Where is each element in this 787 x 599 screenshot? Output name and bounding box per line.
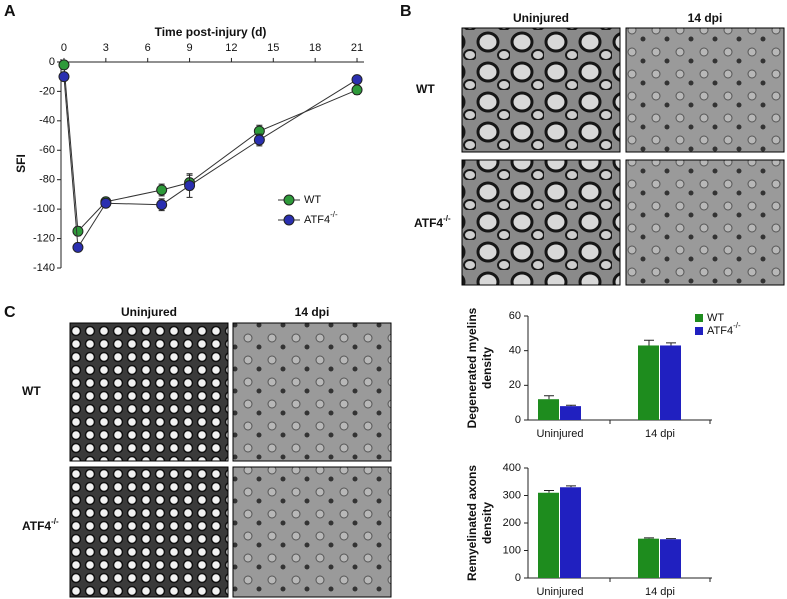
row-label: ATF4-/- bbox=[22, 517, 59, 533]
error-bar bbox=[666, 342, 676, 346]
legend-swatch bbox=[695, 327, 703, 335]
y-tick-label: -80 bbox=[39, 174, 55, 186]
column-label: 14 dpi bbox=[688, 11, 723, 25]
y-tick-label: -120 bbox=[33, 232, 55, 244]
error-bar bbox=[644, 339, 654, 346]
x-tick-label: Uninjured bbox=[536, 428, 583, 440]
x-tick-label: 18 bbox=[309, 42, 321, 54]
point bbox=[58, 59, 70, 71]
x-tick-label: 3 bbox=[103, 42, 109, 54]
y-tick-label: 0 bbox=[515, 414, 521, 426]
bar bbox=[638, 538, 659, 578]
bar bbox=[660, 345, 681, 420]
point bbox=[184, 180, 196, 192]
micrograph bbox=[461, 27, 621, 153]
legend-label: ATF4-/- bbox=[707, 321, 741, 337]
micrograph bbox=[625, 159, 785, 286]
y-tick-label: 100 bbox=[503, 544, 521, 556]
x-axis-title: Time post-injury (d) bbox=[155, 25, 267, 39]
legend-marker bbox=[283, 194, 295, 206]
bar bbox=[638, 345, 659, 420]
y-tick-label: 0 bbox=[515, 572, 521, 584]
row-label: ATF4-/- bbox=[414, 214, 451, 230]
point bbox=[58, 71, 70, 83]
error-bar bbox=[644, 537, 654, 539]
y-axis-title-line: Remyelinated axons bbox=[465, 465, 479, 581]
y-tick-label: 400 bbox=[503, 462, 521, 474]
y-tick-label: 60 bbox=[509, 310, 521, 322]
y-tick-label: 40 bbox=[509, 345, 521, 357]
y-axis-title-line: Degenerated myelins bbox=[465, 307, 479, 428]
panel-letter: B bbox=[400, 3, 412, 20]
y-axis-title: Remyelinated axonsdensity bbox=[465, 465, 494, 581]
error-bar bbox=[544, 490, 554, 493]
error-bar bbox=[566, 404, 576, 407]
micrograph bbox=[232, 322, 392, 462]
point bbox=[72, 225, 84, 237]
y-tick-label: -100 bbox=[33, 203, 55, 215]
x-tick-label: 6 bbox=[145, 42, 151, 54]
row-label: WT bbox=[416, 82, 435, 96]
x-tick-label: 14 dpi bbox=[645, 428, 675, 440]
legend-marker bbox=[283, 214, 295, 226]
legend-sup: -/- bbox=[330, 210, 338, 219]
bar bbox=[538, 399, 559, 420]
y-tick-label: 0 bbox=[49, 56, 55, 68]
x-tick-label: 14 dpi bbox=[645, 586, 675, 598]
y-axis-title: SFI bbox=[14, 154, 28, 173]
row-label: WT bbox=[22, 384, 41, 398]
x-tick-label: 21 bbox=[351, 42, 363, 54]
panel-letter: C bbox=[4, 304, 16, 321]
legend-label: WT bbox=[304, 194, 321, 206]
y-tick-label: 200 bbox=[503, 517, 521, 529]
micrograph bbox=[69, 466, 229, 598]
y-axis-title-line: density bbox=[480, 502, 494, 544]
point bbox=[253, 134, 265, 146]
legend-name: WT bbox=[707, 312, 724, 324]
micrograph bbox=[232, 466, 392, 598]
point bbox=[156, 199, 168, 211]
legend-label: ATF4-/- bbox=[304, 210, 338, 226]
point bbox=[156, 184, 168, 196]
y-tick-label: 300 bbox=[503, 489, 521, 501]
y-tick-label: -20 bbox=[39, 85, 55, 97]
micrograph bbox=[69, 322, 229, 462]
column-label: 14 dpi bbox=[295, 305, 330, 319]
y-tick-label: 20 bbox=[509, 379, 521, 391]
y-axis-title-line: density bbox=[480, 347, 494, 389]
legend-swatch bbox=[695, 314, 703, 322]
x-tick-label: 12 bbox=[225, 42, 237, 54]
column-label: Uninjured bbox=[121, 305, 177, 319]
y-tick-label: -140 bbox=[33, 262, 55, 274]
bar bbox=[560, 487, 581, 578]
error-bar bbox=[666, 538, 676, 540]
column-label: Uninjured bbox=[513, 11, 569, 25]
point bbox=[351, 74, 363, 86]
panel-letter: A bbox=[4, 3, 16, 20]
y-tick-label: -60 bbox=[39, 144, 55, 156]
bar bbox=[538, 492, 559, 578]
x-tick-label: Uninjured bbox=[536, 586, 583, 598]
x-tick-label: 15 bbox=[267, 42, 279, 54]
legend-name: ATF4 bbox=[304, 214, 330, 226]
point bbox=[72, 241, 84, 253]
micrograph bbox=[625, 27, 785, 153]
micrograph bbox=[461, 159, 621, 286]
legend-name: ATF4 bbox=[707, 325, 733, 337]
bar bbox=[660, 539, 681, 578]
bar bbox=[560, 406, 581, 420]
y-tick-label: -40 bbox=[39, 115, 55, 127]
y-axis-title: Degenerated myelinsdensity bbox=[465, 307, 494, 428]
error-bar bbox=[544, 395, 554, 400]
point bbox=[351, 84, 363, 96]
point bbox=[100, 197, 112, 209]
legend-sup: -/- bbox=[733, 321, 741, 330]
error-bar bbox=[566, 485, 576, 488]
legend-label: WT bbox=[707, 312, 724, 324]
legend-name: WT bbox=[304, 194, 321, 206]
x-tick-label: 0 bbox=[61, 42, 67, 54]
x-tick-label: 9 bbox=[187, 42, 193, 54]
